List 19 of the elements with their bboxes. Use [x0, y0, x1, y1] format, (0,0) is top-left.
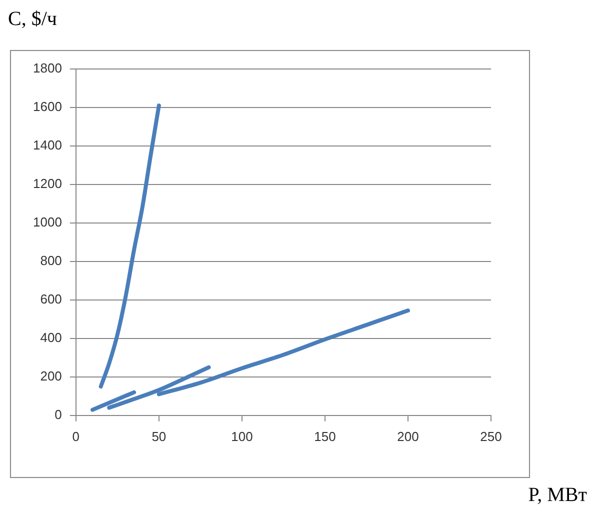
y-tick-label: 0 [54, 406, 62, 422]
x-axis-title: P, МВт [528, 484, 587, 507]
x-tick-label: 50 [152, 428, 166, 444]
x-tick-label: 150 [314, 428, 336, 444]
y-tick-label: 1600 [33, 99, 62, 114]
line-series [98, 104, 161, 389]
x-tick-label: 0 [72, 428, 80, 444]
y-tick-label: 800 [40, 253, 62, 268]
y-tick-label: 1000 [33, 214, 62, 230]
x-tick-label: 100 [231, 428, 253, 444]
y-tick-label: 200 [40, 368, 62, 384]
y-tick-label: 1800 [33, 60, 62, 76]
y-tick-label: 1200 [33, 176, 62, 192]
y-tick-label: 600 [40, 292, 62, 307]
y-tick-label: 400 [40, 330, 62, 345]
x-tick-label: 200 [397, 428, 419, 444]
y-axis-title: C, $/ч [8, 8, 57, 31]
y-tick-label: 1400 [33, 138, 62, 153]
x-tick-label: 250 [480, 428, 502, 444]
